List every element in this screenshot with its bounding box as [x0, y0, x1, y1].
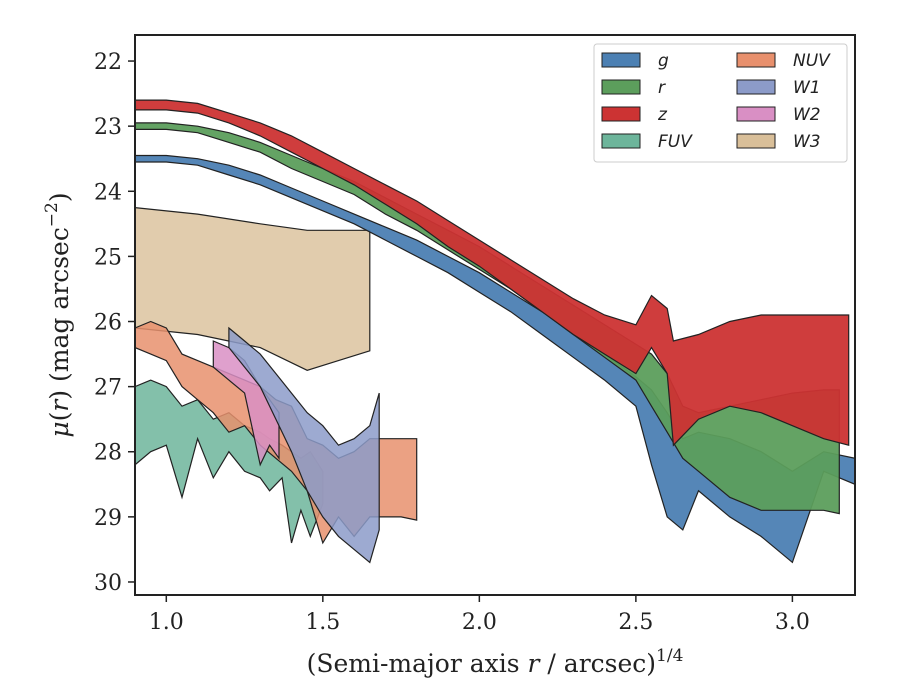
y-tick-label: 26 [94, 311, 122, 336]
y-axis-label-close: ) [45, 192, 74, 202]
legend-swatch-w1 [736, 79, 776, 95]
legend-swatch-nuv [736, 52, 776, 68]
legend-label-fuv: FUV [658, 132, 693, 152]
y-tick-label: 30 [94, 571, 122, 596]
y-axis-label-exponent: −2 [42, 202, 62, 227]
legend-label-w2: W2 [793, 105, 821, 125]
x-tick-label: 3.0 [775, 610, 810, 635]
legend-label-g: g [658, 51, 669, 71]
x-axis-label-main: (Semi-major axis [307, 649, 528, 678]
legend-swatch-w3 [736, 133, 776, 149]
band-w1 [228, 326, 380, 564]
x-axis-label-exponent: 1/4 [656, 646, 683, 666]
legend-swatch-g [601, 52, 641, 68]
y-axis: 22 23 24 25 26 27 28 29 30 [94, 50, 135, 596]
plot-frame [134, 34, 856, 596]
y-tick-label: 24 [94, 180, 122, 205]
y-axis-label-paren: ( [45, 412, 74, 422]
legend-label-w1: W1 [793, 78, 821, 98]
y-tick-label: 23 [94, 115, 122, 140]
y-tick-label: 22 [94, 50, 122, 75]
band-w3 [135, 206, 371, 371]
legend-swatch-w2 [736, 106, 776, 122]
legend-label-z: z [657, 105, 668, 125]
x-tick-label: 1.0 [149, 610, 184, 635]
series-layer [135, 99, 855, 564]
y-axis-label-unit: ) (mag arcsec [45, 227, 74, 400]
legend-swatch-r [601, 79, 641, 95]
x-tick-label: 2.0 [462, 610, 497, 635]
y-tick-label: 25 [94, 245, 122, 270]
x-axis-label-unit: / arcsec) [539, 649, 656, 678]
legend-label-r: r [658, 78, 666, 98]
legend-box [593, 43, 848, 163]
y-axis-label-mu: μ [45, 421, 74, 437]
legend-swatch-z [601, 106, 641, 122]
x-tick-label: 2.5 [618, 610, 653, 635]
y-tick-label: 27 [94, 376, 122, 401]
x-axis-label: (Semi-major axis r / arcsec)1/4 [307, 646, 684, 678]
legend-swatch-fuv [601, 133, 641, 149]
x-axis-label-var: r [528, 649, 542, 678]
legend-label-w3: W3 [793, 132, 821, 152]
y-tick-label: 29 [94, 506, 122, 531]
x-axis: 1.0 1.5 2.0 2.5 3.0 [149, 595, 810, 635]
y-axis-label-var: r [45, 398, 74, 412]
y-axis-label: μ(r) (mag arcsec−2) [42, 192, 74, 437]
legend: g NUV r W1 z W2 FUV W3 [593, 43, 848, 163]
band-g [135, 154, 855, 564]
y-tick-label: 28 [94, 441, 122, 466]
band-z [135, 99, 850, 447]
legend-label-nuv: NUV [793, 51, 831, 71]
x-tick-label: 1.5 [305, 610, 340, 635]
